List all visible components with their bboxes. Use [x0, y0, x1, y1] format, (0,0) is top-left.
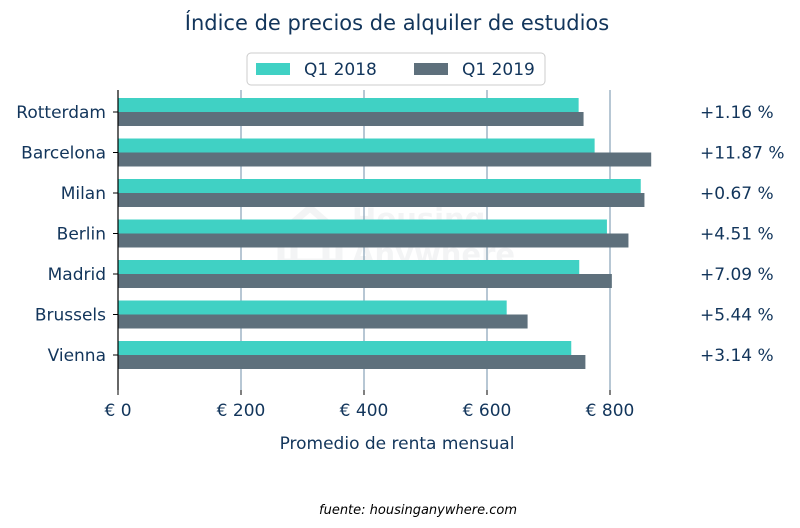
legend-swatch-q1-2019: [414, 63, 448, 75]
bar-vienna-q1-2019: [118, 355, 586, 369]
legend: Q1 2018 Q1 2019: [246, 52, 546, 86]
y-tick-label: Berlin: [57, 225, 106, 245]
change-annotation: +4.51 %: [700, 225, 774, 245]
legend-swatch-q1-2018: [256, 63, 290, 75]
bar-rotterdam-q1-2019: [118, 112, 584, 126]
y-tick-label: Madrid: [48, 265, 106, 285]
legend-label-q1-2019: Q1 2019: [462, 60, 535, 80]
y-tick-label: Barcelona: [21, 144, 106, 164]
bar-milan-q1-2018: [118, 179, 641, 193]
bar-berlin-q1-2018: [118, 219, 607, 234]
bar-brussels-q1-2019: [118, 314, 528, 329]
y-axis: Rotterdam Barcelona Milan Berlin Madrid Bruss…: [16, 90, 119, 390]
x-axis: € 0 € 200 € 400 € 600 € 800: [104, 390, 634, 421]
bar-madrid-q1-2018: [118, 260, 580, 274]
change-annotation: +5.44 %: [700, 306, 774, 326]
y-tick-label: Vienna: [48, 346, 106, 366]
bars: [118, 98, 652, 369]
x-tick-label: € 800: [586, 401, 635, 421]
y-tick-label: Brussels: [35, 306, 106, 326]
bar-barcelona-q1-2019: [118, 152, 652, 167]
bar-barcelona-q1-2018: [118, 138, 595, 153]
bar-berlin-q1-2019: [118, 233, 629, 248]
change-annotation: +3.14 %: [700, 346, 774, 366]
bar-madrid-q1-2019: [118, 274, 612, 288]
bar-vienna-q1-2018: [118, 341, 572, 355]
x-axis-label: Promedio de renta mensual: [280, 434, 515, 454]
legend-frame: [246, 52, 546, 86]
x-tick-label: € 600: [463, 401, 512, 421]
x-tick-label: € 0: [104, 401, 131, 421]
change-annotation: +11.87 %: [700, 144, 784, 164]
change-annotations: +1.16 % +11.87 % +0.67 % +4.51 % +7.09 % +5.4…: [700, 103, 784, 366]
change-annotation: +1.16 %: [700, 103, 774, 123]
bar-brussels-q1-2018: [118, 300, 507, 315]
bar-milan-q1-2019: [118, 193, 645, 207]
chart-title: Índice de precios de alquiler de estudio…: [185, 10, 609, 35]
change-annotation: +0.67 %: [700, 184, 774, 204]
legend-label-q1-2018: Q1 2018: [304, 60, 377, 80]
source-note: fuente: housinganywhere.com: [319, 503, 517, 518]
change-annotation: +7.09 %: [700, 265, 774, 285]
x-tick-label: € 400: [340, 401, 389, 421]
y-tick-label: Rotterdam: [16, 103, 106, 123]
y-tick-label: Milan: [61, 184, 106, 204]
x-tick-label: € 200: [217, 401, 266, 421]
bar-rotterdam-q1-2018: [118, 98, 579, 112]
